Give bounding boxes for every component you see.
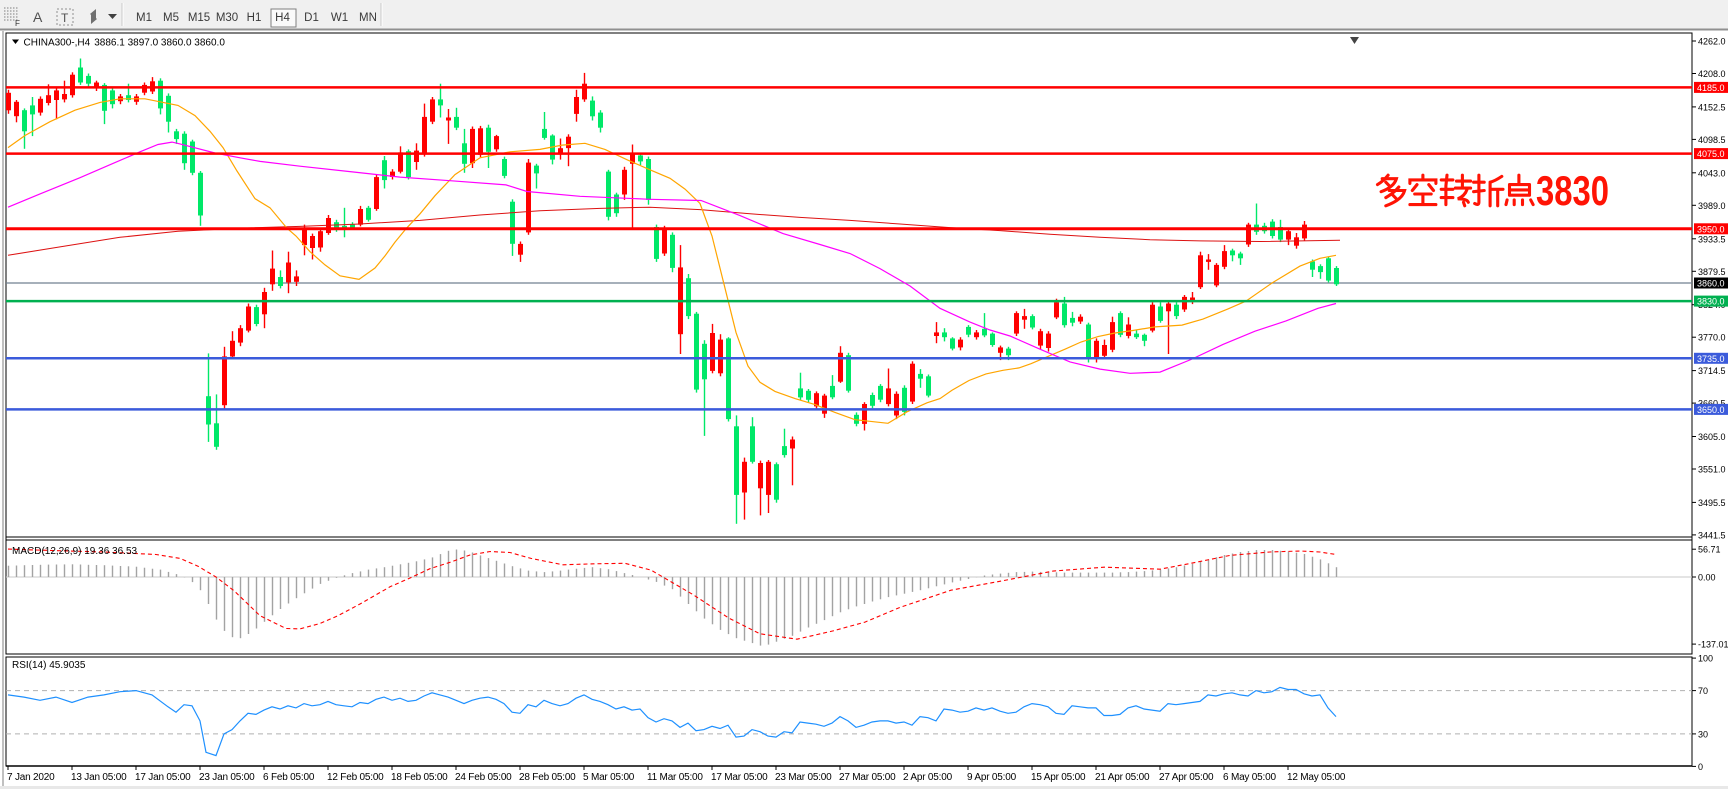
svg-text:RSI(14) 45.9035: RSI(14) 45.9035 (12, 660, 86, 671)
svg-text:3830: 3830 (1536, 167, 1609, 214)
svg-text:H1: H1 (247, 12, 262, 24)
svg-text:9 Apr 05:00: 9 Apr 05:00 (967, 772, 1017, 783)
svg-text:17 Jan 05:00: 17 Jan 05:00 (135, 772, 191, 783)
svg-text:0.00: 0.00 (1698, 573, 1716, 583)
svg-text:70: 70 (1698, 686, 1708, 696)
svg-text:12 May 05:00: 12 May 05:00 (1287, 772, 1346, 783)
svg-text:23 Jan 05:00: 23 Jan 05:00 (199, 772, 255, 783)
svg-text:6 May 05:00: 6 May 05:00 (1223, 772, 1276, 783)
svg-text:17 Mar 05:00: 17 Mar 05:00 (711, 772, 768, 783)
svg-text:15 Apr 05:00: 15 Apr 05:00 (1031, 772, 1086, 783)
svg-text:24 Feb 05:00: 24 Feb 05:00 (455, 772, 512, 783)
svg-text:4098.5: 4098.5 (1698, 135, 1726, 145)
svg-text:3860.0: 3860.0 (1697, 279, 1725, 289)
svg-text:3650.0: 3650.0 (1697, 405, 1725, 415)
svg-text:T: T (61, 11, 69, 25)
svg-text:3830.0: 3830.0 (1697, 297, 1725, 307)
svg-text:56.71: 56.71 (1698, 545, 1721, 555)
svg-text:4185.0: 4185.0 (1697, 83, 1725, 93)
svg-text:0: 0 (1698, 762, 1703, 772)
svg-text:18 Feb 05:00: 18 Feb 05:00 (391, 772, 448, 783)
svg-text:4152.5: 4152.5 (1698, 102, 1726, 112)
svg-text:27 Mar 05:00: 27 Mar 05:00 (839, 772, 896, 783)
svg-text:3714.5: 3714.5 (1698, 366, 1726, 376)
svg-text:100: 100 (1698, 654, 1713, 664)
svg-text:3495.5: 3495.5 (1698, 498, 1726, 508)
svg-text:27 Apr 05:00: 27 Apr 05:00 (1159, 772, 1214, 783)
svg-text:F: F (15, 19, 20, 28)
svg-text:5 Mar 05:00: 5 Mar 05:00 (583, 772, 635, 783)
svg-text:-137.01: -137.01 (1698, 640, 1728, 650)
svg-text:3441.5: 3441.5 (1698, 530, 1726, 540)
svg-text:12 Feb 05:00: 12 Feb 05:00 (327, 772, 384, 783)
svg-text:3660.5: 3660.5 (1698, 399, 1726, 409)
svg-text:4075.0: 4075.0 (1697, 149, 1725, 159)
svg-text:M1: M1 (136, 12, 152, 24)
svg-text:2 Apr 05:00: 2 Apr 05:00 (903, 772, 953, 783)
svg-text:6 Feb 05:00: 6 Feb 05:00 (263, 772, 315, 783)
svg-text:4262.0: 4262.0 (1698, 37, 1726, 47)
svg-text:3933.5: 3933.5 (1698, 234, 1726, 244)
svg-text:A: A (33, 9, 43, 25)
svg-text:28 Feb 05:00: 28 Feb 05:00 (519, 772, 576, 783)
svg-text:3735.0: 3735.0 (1697, 354, 1725, 364)
svg-text:MACD(12,26,9) 19.36 36.53: MACD(12,26,9) 19.36 36.53 (12, 546, 138, 557)
svg-text:MN: MN (359, 12, 377, 24)
svg-text:M30: M30 (216, 12, 238, 24)
svg-text:11 Mar 05:00: 11 Mar 05:00 (647, 772, 703, 783)
svg-text:4043.0: 4043.0 (1698, 168, 1726, 178)
svg-text:21 Apr 05:00: 21 Apr 05:00 (1095, 772, 1150, 783)
svg-text:7 Jan 2020: 7 Jan 2020 (7, 772, 55, 783)
svg-text:3879.5: 3879.5 (1698, 267, 1726, 277)
svg-text:4208.0: 4208.0 (1698, 69, 1726, 79)
svg-text:3950.0: 3950.0 (1697, 224, 1725, 234)
svg-text:H4: H4 (275, 12, 290, 24)
svg-text:M15: M15 (188, 12, 210, 24)
svg-text:D1: D1 (304, 12, 319, 24)
svg-text:30: 30 (1698, 729, 1708, 739)
svg-text:M5: M5 (163, 12, 179, 24)
svg-text:W1: W1 (331, 12, 348, 24)
svg-text:13 Jan 05:00: 13 Jan 05:00 (71, 772, 127, 783)
svg-text:3989.0: 3989.0 (1698, 201, 1726, 211)
svg-text:3605.0: 3605.0 (1698, 432, 1726, 442)
svg-text:3551.0: 3551.0 (1698, 465, 1726, 475)
svg-text:3770.0: 3770.0 (1698, 333, 1726, 343)
svg-text:23 Mar 05:00: 23 Mar 05:00 (775, 772, 832, 783)
